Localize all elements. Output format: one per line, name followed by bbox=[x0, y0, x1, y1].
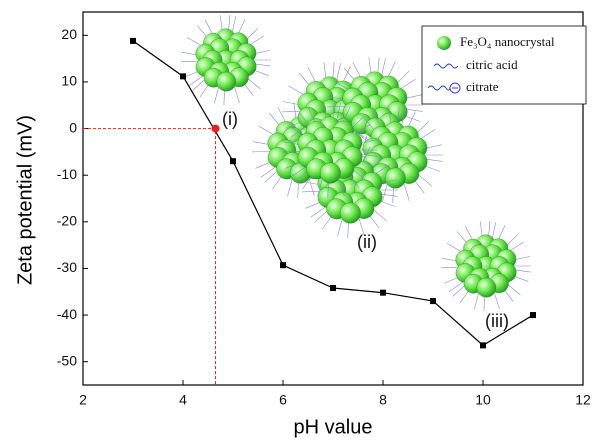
data-point bbox=[130, 38, 136, 44]
annotation: (iii) bbox=[485, 311, 509, 331]
data-point bbox=[380, 290, 386, 296]
y-tick-label: -50 bbox=[57, 352, 77, 368]
isoelectric-point bbox=[212, 125, 220, 133]
data-point bbox=[230, 158, 236, 164]
data-point bbox=[530, 312, 536, 318]
nanocrystal bbox=[340, 203, 360, 223]
data-point bbox=[430, 298, 436, 304]
y-tick-label: -30 bbox=[57, 259, 77, 275]
nanocrystal bbox=[320, 163, 340, 183]
data-point bbox=[330, 285, 336, 291]
x-axis-label: pH value bbox=[294, 416, 373, 438]
y-tick-label: 0 bbox=[69, 119, 77, 135]
data-point bbox=[180, 73, 186, 79]
y-tick-label: 20 bbox=[61, 26, 77, 42]
legend-entry: citrate bbox=[466, 79, 499, 94]
legend: Fe₃O₄ nanocrystal citric acid citrate bbox=[422, 26, 586, 104]
page: pH value Zeta potential (mV) (i) (ii) (i… bbox=[0, 0, 592, 441]
legend-entry: Fe₃O₄ nanocrystal bbox=[460, 34, 555, 49]
legend-entry: citric acid bbox=[466, 57, 518, 72]
data-point bbox=[480, 342, 486, 348]
legend-sphere bbox=[437, 36, 451, 50]
x-tick-label: 6 bbox=[279, 392, 287, 408]
nanocrystal bbox=[385, 168, 405, 188]
x-tick-label: 12 bbox=[575, 392, 591, 408]
nanocrystal bbox=[217, 72, 236, 91]
x-tick-label: 4 bbox=[179, 392, 187, 408]
x-tick-label: 8 bbox=[379, 392, 387, 408]
data-point bbox=[280, 262, 286, 268]
chart: pH value Zeta potential (mV) (i) (ii) (i… bbox=[0, 0, 592, 441]
y-tick-label: -20 bbox=[57, 213, 77, 229]
nanocrystal bbox=[477, 278, 496, 297]
x-tick-label: 10 bbox=[475, 392, 491, 408]
y-tick-label: 10 bbox=[61, 73, 77, 89]
annotation: (ii) bbox=[357, 232, 377, 252]
x-tick-label: 2 bbox=[79, 392, 87, 408]
y-axis-label: Zeta potential (mV) bbox=[14, 115, 36, 285]
y-tick-label: -40 bbox=[57, 306, 77, 322]
annotation: (i) bbox=[222, 109, 238, 129]
guide-line bbox=[83, 129, 216, 385]
y-tick-label: -10 bbox=[57, 166, 77, 182]
